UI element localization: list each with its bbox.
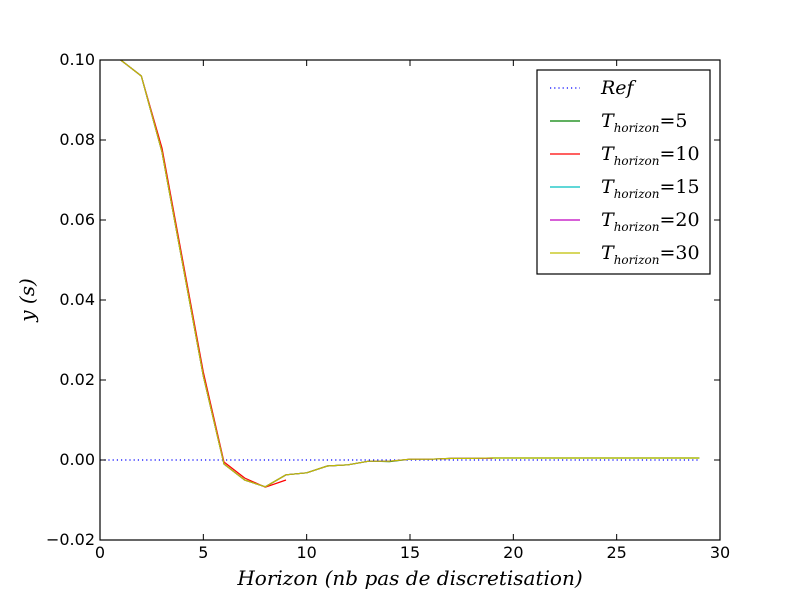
y-tick-label: 0.10 <box>59 50 95 69</box>
y-tick-label: 0.06 <box>59 210 95 229</box>
x-tick-label: 25 <box>606 543 626 562</box>
legend-label-0: Ref <box>600 77 637 99</box>
x-tick-label: 10 <box>296 543 316 562</box>
legend-label-1: Thorizon=5 <box>601 110 688 135</box>
legend-frame <box>536 69 711 275</box>
y-axis-label: y (s) <box>15 278 39 323</box>
x-tick-label: 15 <box>400 543 420 562</box>
ticks-layer: 0 5 10 15 20 25 30 −0.02 0.00 0.02 0.04 0.06 0.08 0.1… <box>46 50 730 562</box>
x-tick-label: 30 <box>710 543 730 562</box>
y-tick-label: 0.02 <box>59 370 95 389</box>
y-tick-label: 0.04 <box>59 290 95 309</box>
x-tick-label: 5 <box>198 543 208 562</box>
y-tick-label: 0.00 <box>59 450 95 469</box>
legend-label-2: Thorizon=10 <box>601 143 700 168</box>
legend-label-5: Thorizon=30 <box>601 242 700 267</box>
series-line-5 <box>120 60 700 488</box>
y-tick-label: −0.02 <box>46 530 95 549</box>
legend-label-3: Thorizon=15 <box>601 176 700 201</box>
x-tick-label: 20 <box>503 543 523 562</box>
x-tick-label: 0 <box>95 543 105 562</box>
y-tick-label: 0.08 <box>59 130 95 149</box>
legend-items: Ref Thorizon=5 Thorizon=10 Thorizon=15 Thori… <box>550 77 700 267</box>
legend-label-4: Thorizon=20 <box>601 209 700 234</box>
legend: Ref Thorizon=5 Thorizon=10 Thorizon=15 Thori… <box>536 69 711 275</box>
x-axis-label: Horizon (nb pas de discretisation) <box>236 566 582 590</box>
series-layer <box>100 60 700 488</box>
